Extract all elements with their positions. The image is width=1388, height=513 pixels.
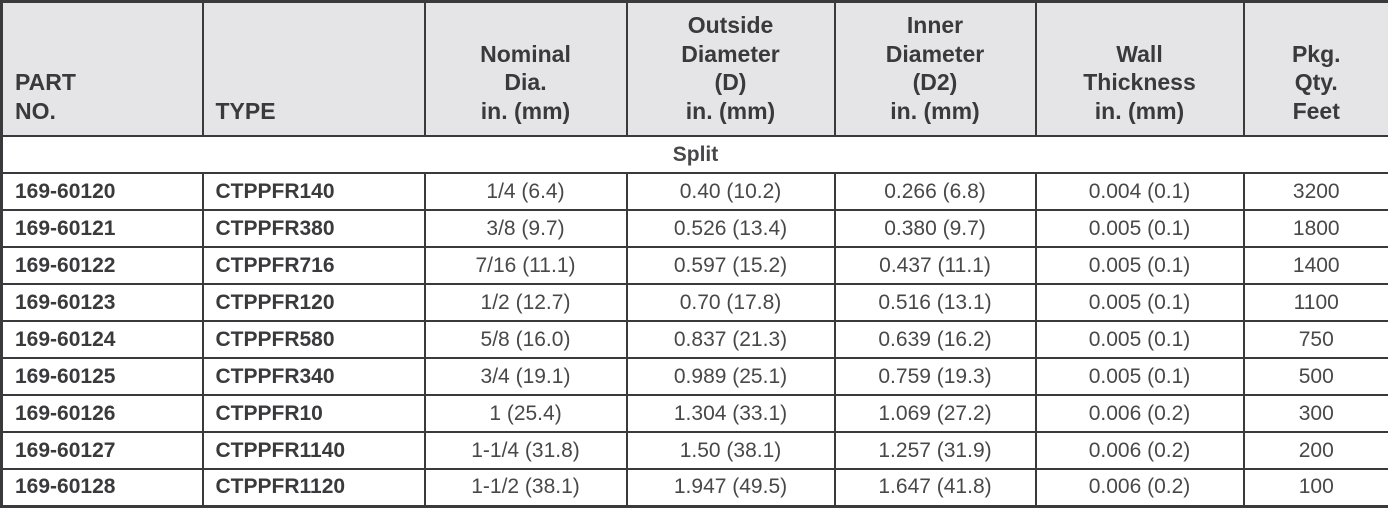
col-header-inner-diameter: Inner Diameter (D2) in. (mm) (833, 0, 1037, 138)
table-row: 169-60127 CTPPFR1140 1-1/4 (31.8) 1.50 (38.… (0, 431, 1388, 471)
inner-diameter-cell: 0.380 (9.7) (833, 209, 1037, 249)
table-row: 169-60125 CTPPFR340 3/4 (19.1) 0.989 (25.1)… (0, 357, 1388, 397)
type-cell: CTPPFR716 (201, 246, 426, 286)
part-no-cell: 169-60124 (0, 320, 204, 360)
inner-diameter-cell: 0.437 (11.1) (833, 246, 1037, 286)
col-header-wall-thickness: Wall Thickness in. (mm) (1034, 0, 1245, 138)
pkg-qty-cell: 3200 (1242, 172, 1388, 212)
pkg-qty-cell: 1100 (1242, 283, 1388, 323)
outside-diameter-cell: 0.837 (21.3) (625, 320, 836, 360)
pkg-qty-cell: 500 (1242, 357, 1388, 397)
inner-diameter-cell: 0.639 (16.2) (833, 320, 1037, 360)
table-row: 169-60128 CTPPFR1120 1-1/2 (38.1) 1.947 (49… (0, 468, 1388, 508)
inner-diameter-cell: 0.516 (13.1) (833, 283, 1037, 323)
section-label: Split (0, 135, 1388, 175)
outside-diameter-cell: 0.70 (17.8) (625, 283, 836, 323)
table-header: PART NO. TYPE Nominal Dia. in. (mm) Outs… (0, 0, 1388, 138)
nominal-dia-cell: 1-1/4 (31.8) (423, 431, 628, 471)
type-cell: CTPPFR140 (201, 172, 426, 212)
type-cell: CTPPFR1140 (201, 431, 426, 471)
part-no-cell: 169-60120 (0, 172, 204, 212)
header-row: PART NO. TYPE Nominal Dia. in. (mm) Outs… (0, 0, 1388, 138)
part-no-cell: 169-60123 (0, 283, 204, 323)
nominal-dia-cell: 3/8 (9.7) (423, 209, 628, 249)
pkg-qty-cell: 100 (1242, 468, 1388, 508)
pkg-qty-cell: 200 (1242, 431, 1388, 471)
nominal-dia-cell: 1 (25.4) (423, 394, 628, 434)
type-cell: CTPPFR1120 (201, 468, 426, 508)
type-cell: CTPPFR120 (201, 283, 426, 323)
outside-diameter-cell: 0.526 (13.4) (625, 209, 836, 249)
part-no-cell: 169-60122 (0, 246, 204, 286)
wall-thickness-cell: 0.005 (0.1) (1034, 209, 1245, 249)
pkg-qty-cell: 1800 (1242, 209, 1388, 249)
wall-thickness-cell: 0.005 (0.1) (1034, 283, 1245, 323)
wall-thickness-cell: 0.005 (0.1) (1034, 246, 1245, 286)
inner-diameter-cell: 1.647 (41.8) (833, 468, 1037, 508)
col-header-pkg-qty: Pkg. Qty. Feet (1242, 0, 1388, 138)
part-no-cell: 169-60121 (0, 209, 204, 249)
wall-thickness-cell: 0.006 (0.2) (1034, 431, 1245, 471)
col-header-outside-diameter: Outside Diameter (D) in. (mm) (625, 0, 836, 138)
wall-thickness-cell: 0.006 (0.2) (1034, 468, 1245, 508)
nominal-dia-cell: 7/16 (11.1) (423, 246, 628, 286)
outside-diameter-cell: 0.989 (25.1) (625, 357, 836, 397)
col-header-nominal-dia: Nominal Dia. in. (mm) (423, 0, 628, 138)
wall-thickness-cell: 0.005 (0.1) (1034, 320, 1245, 360)
section-row: Split (0, 135, 1388, 175)
part-no-cell: 169-60127 (0, 431, 204, 471)
table-row: 169-60124 CTPPFR580 5/8 (16.0) 0.837 (21.3)… (0, 320, 1388, 360)
nominal-dia-cell: 5/8 (16.0) (423, 320, 628, 360)
type-cell: CTPPFR380 (201, 209, 426, 249)
inner-diameter-cell: 0.266 (6.8) (833, 172, 1037, 212)
outside-diameter-cell: 0.597 (15.2) (625, 246, 836, 286)
wall-thickness-cell: 0.004 (0.1) (1034, 172, 1245, 212)
table-row: 169-60126 CTPPFR10 1 (25.4) 1.304 (33.1) 1.0… (0, 394, 1388, 434)
wall-thickness-cell: 0.005 (0.1) (1034, 357, 1245, 397)
inner-diameter-cell: 1.069 (27.2) (833, 394, 1037, 434)
outside-diameter-cell: 1.304 (33.1) (625, 394, 836, 434)
table-row: 169-60123 CTPPFR120 1/2 (12.7) 0.70 (17.8) 0… (0, 283, 1388, 323)
nominal-dia-cell: 1/4 (6.4) (423, 172, 628, 212)
table-body: Split 169-60120 CTPPFR140 1/4 (6.4) 0.40 (1… (0, 135, 1388, 508)
part-no-cell: 169-60126 (0, 394, 204, 434)
inner-diameter-cell: 0.759 (19.3) (833, 357, 1037, 397)
type-cell: CTPPFR10 (201, 394, 426, 434)
part-no-cell: 169-60128 (0, 468, 204, 508)
nominal-dia-cell: 1/2 (12.7) (423, 283, 628, 323)
nominal-dia-cell: 3/4 (19.1) (423, 357, 628, 397)
part-no-cell: 169-60125 (0, 357, 204, 397)
pkg-qty-cell: 1400 (1242, 246, 1388, 286)
inner-diameter-cell: 1.257 (31.9) (833, 431, 1037, 471)
table-row: 169-60120 CTPPFR140 1/4 (6.4) 0.40 (10.2) 0.… (0, 172, 1388, 212)
nominal-dia-cell: 1-1/2 (38.1) (423, 468, 628, 508)
wall-thickness-cell: 0.006 (0.2) (1034, 394, 1245, 434)
col-header-part-no: PART NO. (0, 0, 204, 138)
type-cell: CTPPFR340 (201, 357, 426, 397)
table-row: 169-60121 CTPPFR380 3/8 (9.7) 0.526 (13.4) 0… (0, 209, 1388, 249)
outside-diameter-cell: 1.947 (49.5) (625, 468, 836, 508)
col-header-type: TYPE (201, 0, 426, 138)
table-row: 169-60122 CTPPFR716 7/16 (11.1) 0.597 (15.2… (0, 246, 1388, 286)
outside-diameter-cell: 0.40 (10.2) (625, 172, 836, 212)
pkg-qty-cell: 300 (1242, 394, 1388, 434)
outside-diameter-cell: 1.50 (38.1) (625, 431, 836, 471)
pkg-qty-cell: 750 (1242, 320, 1388, 360)
type-cell: CTPPFR580 (201, 320, 426, 360)
